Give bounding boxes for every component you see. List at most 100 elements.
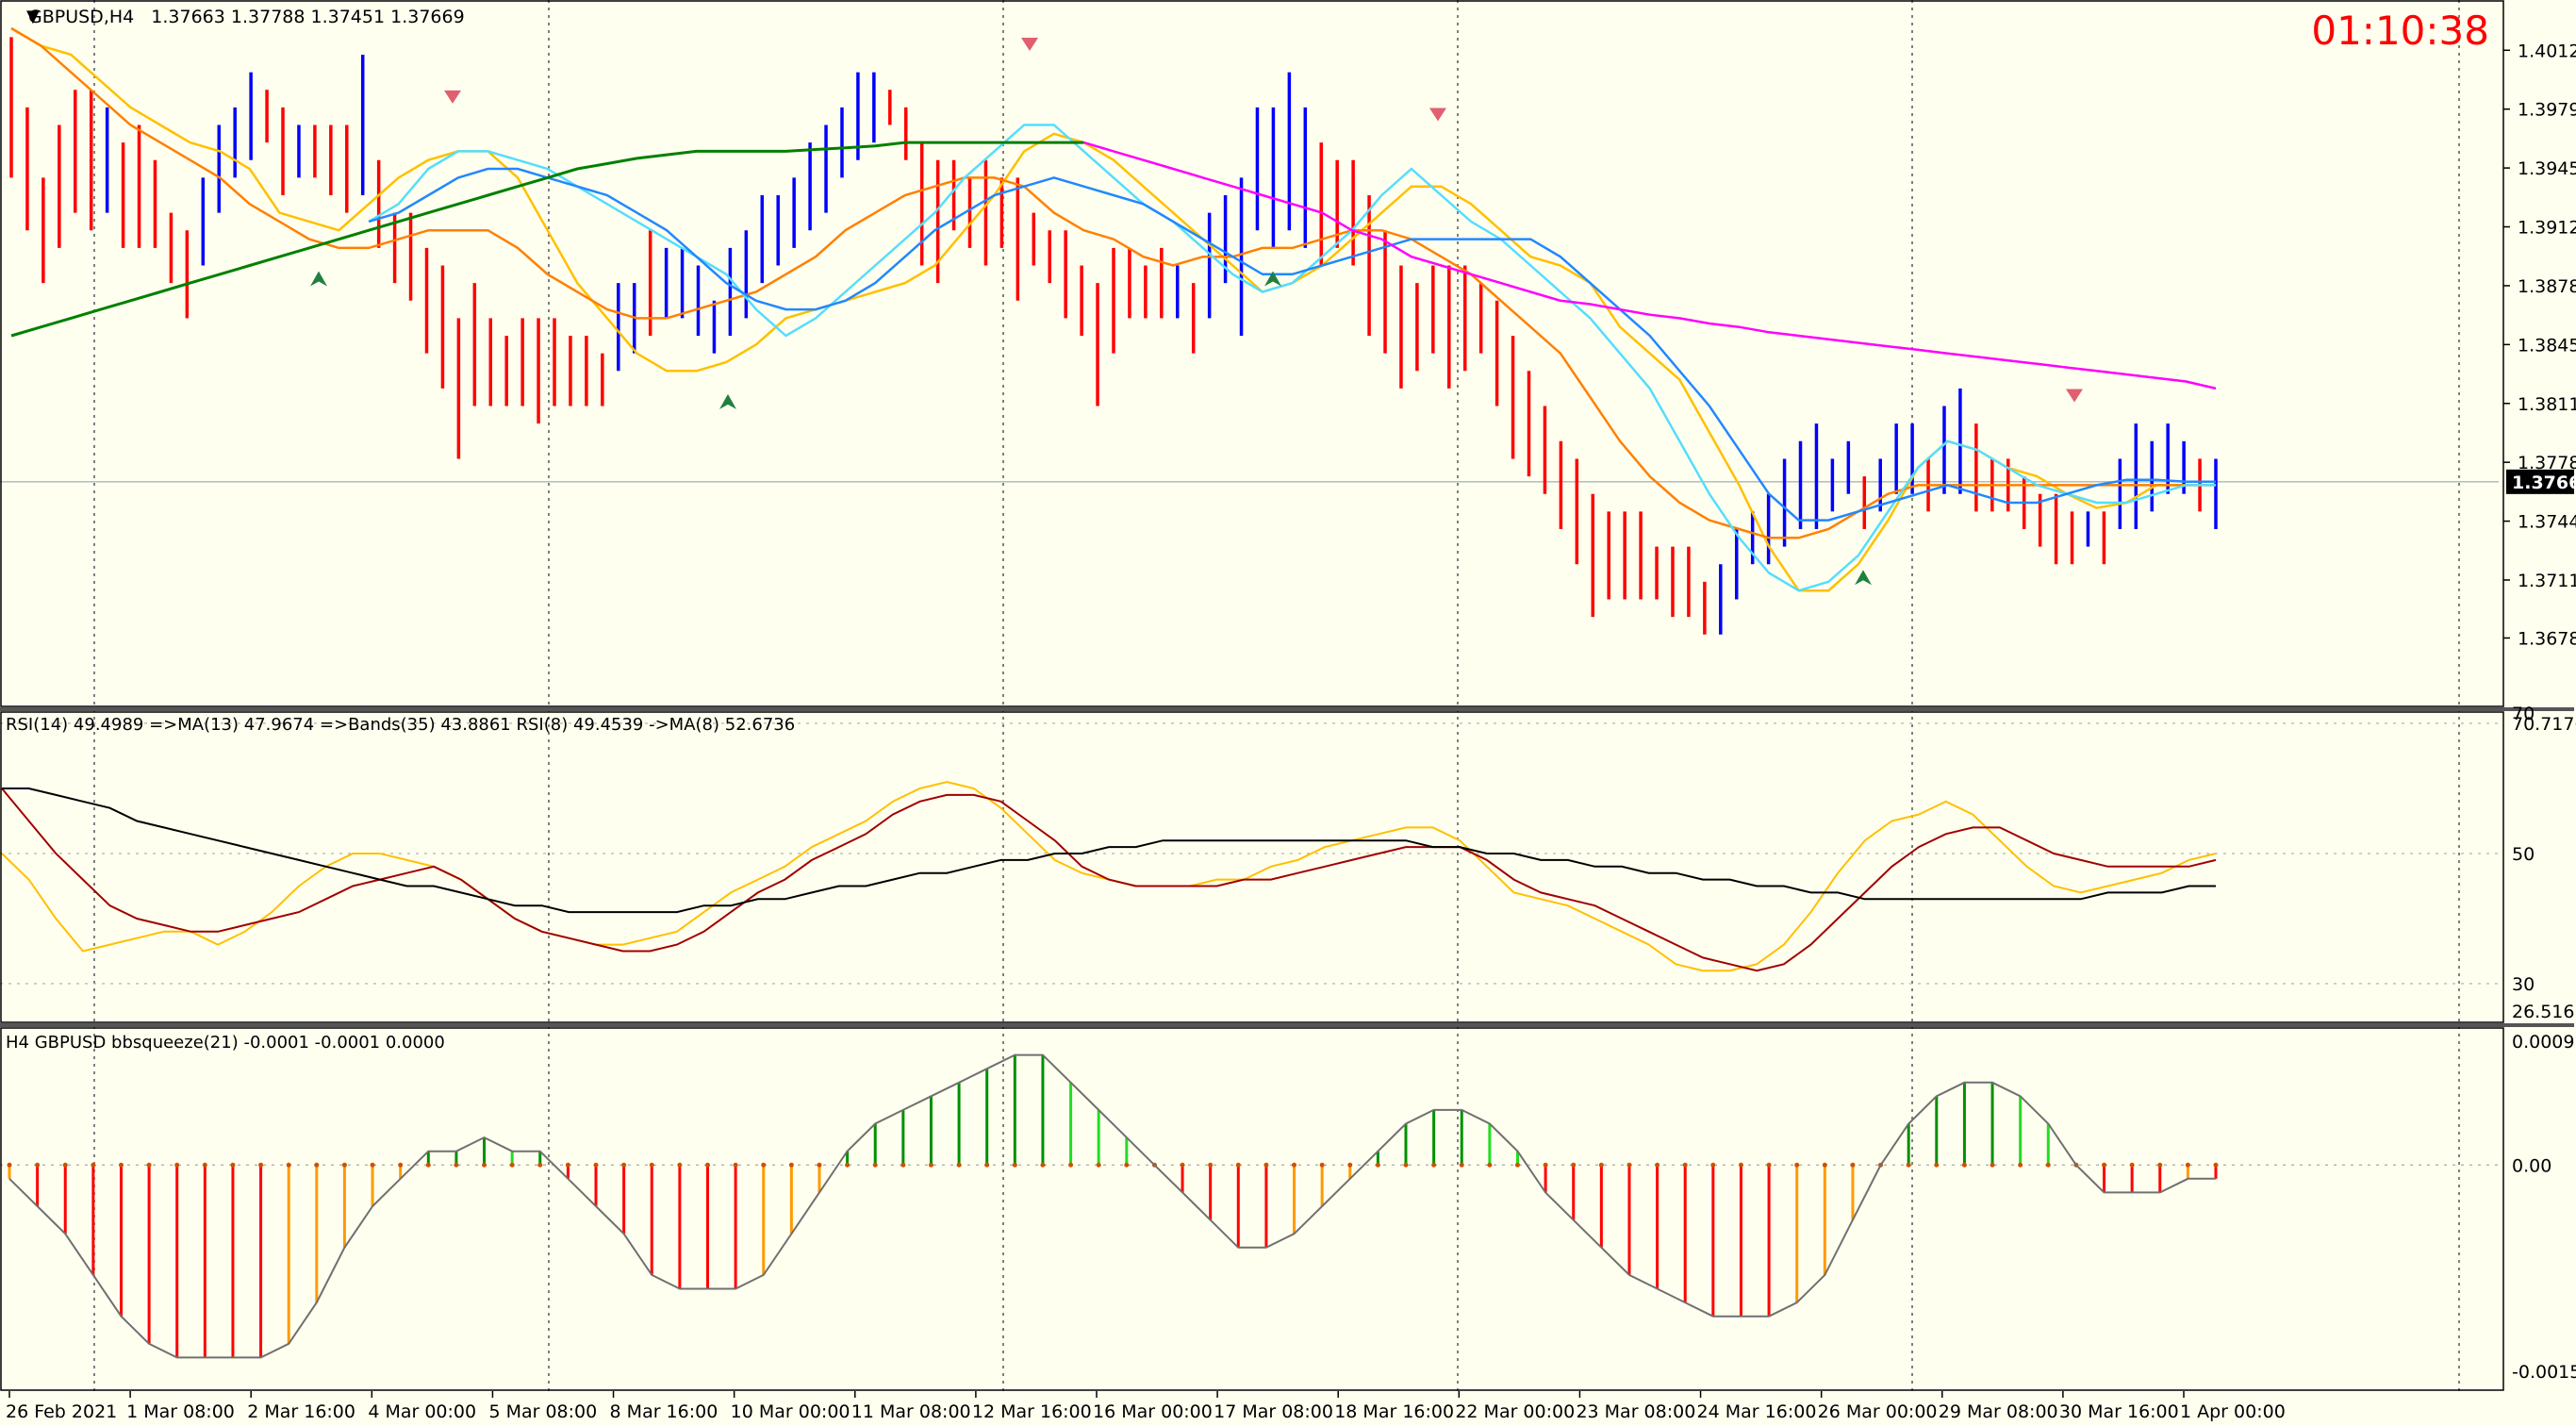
rsi-panel-frame [0, 711, 2504, 1023]
squeeze-dot [565, 1162, 570, 1168]
squeeze-dot [1514, 1162, 1520, 1168]
rsi-panel-label: RSI(14) 49.4989 =>MA(13) 47.9674 =>Bands… [6, 715, 795, 735]
rsi-tick-label: 26.5161 [2512, 1002, 2576, 1022]
symbol-dropdown-icon[interactable]: ▼ [26, 7, 40, 26]
squeeze-dot [1403, 1162, 1409, 1168]
time-tick-label: 10 Mar 00:00 [731, 1401, 850, 1422]
squeeze-dot [454, 1162, 459, 1168]
squeeze-dot [1850, 1162, 1856, 1168]
rsi-band-line [2, 788, 2216, 914]
squeeze-dot [258, 1162, 264, 1168]
squeeze-dot [817, 1162, 822, 1168]
time-tick-label: 12 Mar 16:00 [972, 1401, 1092, 1422]
price-tick-label: 1.39455 [2518, 158, 2576, 179]
moving-averages [10, 26, 2217, 592]
current-price-box [2506, 469, 2574, 494]
squeeze-dot [425, 1162, 431, 1168]
rsi-tick-label: 70 [2512, 704, 2535, 724]
time-tick-label: 1 Mar 08:00 [126, 1401, 235, 1422]
rsi-tick-label: 70.7176 [2512, 714, 2576, 735]
squeeze-dot [1040, 1162, 1046, 1168]
buy-arrow-icon [719, 393, 736, 409]
squeeze-dot [482, 1162, 487, 1168]
symbol-label: GBPUSD,H4 1.37663 1.37788 1.37451 1.3766… [28, 7, 465, 27]
time-tick-label: 23 Mar 08:00 [1576, 1401, 1695, 1422]
squeeze-dot [2157, 1162, 2163, 1168]
time-tick-label: 24 Mar 16:00 [1697, 1401, 1817, 1422]
price-tick-label: 1.39790 [2518, 100, 2576, 121]
panel-frames [0, 0, 2574, 1391]
signal-arrows [310, 37, 2083, 586]
squeeze-dot [174, 1162, 180, 1168]
squeeze-dot [1319, 1162, 1325, 1168]
squeeze-dot [1766, 1162, 1772, 1168]
sell-arrow-icon [444, 90, 461, 104]
squeeze-dot [118, 1162, 124, 1168]
squeeze-dot [2213, 1162, 2219, 1168]
squeeze-dot [1263, 1162, 1269, 1168]
time-tick-label: 26 Feb 2021 [6, 1401, 117, 1422]
squeeze-outline [8, 1053, 2216, 1359]
squeeze-dot [1487, 1162, 1493, 1168]
ma-cyan-line [368, 124, 2216, 592]
squeeze-dot [146, 1162, 152, 1168]
squeeze-dot [1180, 1162, 1185, 1168]
price-tick-label: 1.38115 [2518, 394, 2576, 415]
rsi-ma-line [1, 788, 2217, 972]
squeeze-dot [956, 1162, 962, 1168]
ma-blue-line [368, 167, 2216, 522]
squeeze-dot [2018, 1162, 2023, 1168]
squeeze-dot [649, 1162, 654, 1168]
time-tick-label: 18 Mar 16:00 [1334, 1401, 1454, 1422]
price-bars [9, 37, 2218, 635]
squeeze-dot [1990, 1162, 1995, 1168]
squeeze-dot [286, 1162, 291, 1168]
buy-arrow-icon [1855, 570, 1872, 586]
time-tick-label: 8 Mar 16:00 [610, 1401, 718, 1422]
squeeze-dot [2045, 1162, 2051, 1168]
squeeze-dot [2185, 1162, 2190, 1168]
rsi-tick-label: 30 [2512, 974, 2535, 995]
squeeze-dot [1375, 1162, 1380, 1168]
price-tick-label: 1.37110 [2518, 571, 2576, 591]
price-panel-frame [0, 0, 2504, 707]
time-tick-label: 26 Mar 00:00 [1818, 1401, 1938, 1422]
squeeze-dot [35, 1162, 41, 1168]
price-tick-label: 1.37780 [2518, 453, 2576, 473]
squeeze-dot [1710, 1162, 1716, 1168]
buy-arrow-icon [1264, 271, 1281, 287]
squeeze-dot [1598, 1162, 1604, 1168]
squeeze-dot [1096, 1162, 1101, 1168]
squeeze-dot [593, 1162, 599, 1168]
price-tick-label: 1.38450 [2518, 335, 2576, 356]
squeeze-dot [984, 1162, 990, 1168]
time-tick-label: 30 Mar 16:00 [2059, 1401, 2179, 1422]
squeeze-dot [1738, 1162, 1743, 1168]
squeeze-dot [2102, 1162, 2107, 1168]
squeeze-dot [788, 1162, 794, 1168]
ma-fast-line [10, 26, 2216, 592]
squeeze-dot [537, 1162, 543, 1168]
squeeze-dot [1431, 1162, 1437, 1168]
squeeze-dot [845, 1162, 850, 1168]
squeeze-dot [1682, 1162, 1688, 1168]
ma-long-magenta-line [1083, 141, 2217, 390]
squeeze-dot [1961, 1162, 1967, 1168]
squeeze-panel-frame [0, 1027, 2504, 1391]
rsi-lines [1, 781, 2217, 972]
squeeze-dot [314, 1162, 320, 1168]
price-tick-label: 1.39120 [2518, 218, 2576, 239]
squeeze-dot [1012, 1162, 1017, 1168]
squeeze-dot [705, 1162, 711, 1168]
squeeze-dot [202, 1162, 207, 1168]
time-tick-label: 29 Mar 08:00 [1939, 1401, 2058, 1422]
squeeze-tick-label: -0.0015 [2512, 1362, 2576, 1383]
squeeze-dot [928, 1162, 933, 1168]
squeeze-dot [872, 1162, 878, 1168]
squeeze-dot [1347, 1162, 1353, 1168]
squeeze-dot [7, 1162, 12, 1168]
price-tick-label: 1.37445 [2518, 512, 2576, 533]
squeeze-dot [733, 1162, 738, 1168]
